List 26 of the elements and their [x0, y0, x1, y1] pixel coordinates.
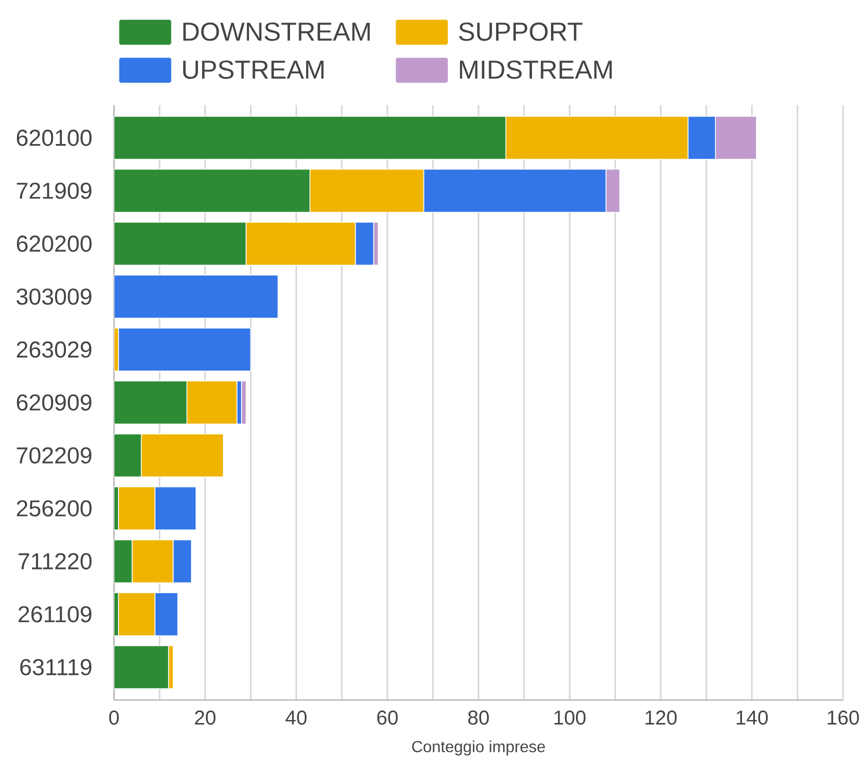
y-tick-label: 303009	[16, 288, 92, 305]
y-tick-label: 711220	[18, 553, 92, 570]
x-tick-label: 160	[828, 710, 859, 725]
legend-label: MIDSTREAM	[460, 60, 612, 79]
x-tick-label: 120	[646, 710, 677, 725]
y-tick-label: 263029	[16, 341, 92, 358]
y-tick-label: 702209	[16, 447, 92, 464]
x-tick-label: 100	[554, 710, 586, 725]
y-tick-label: 620200	[16, 236, 92, 252]
y-tick-label: 620909	[16, 394, 92, 411]
y-tick-label: 620100	[16, 130, 92, 146]
x-tick-label: 20	[195, 710, 216, 725]
x-tick-label: 80	[468, 710, 489, 725]
y-tick-label: 256200	[16, 500, 92, 517]
x-tick-label: 140	[736, 710, 768, 725]
legend-label: DOWNSTREAM	[183, 22, 370, 41]
legend-label: UPSTREAM	[183, 60, 324, 79]
x-axis-title: Conteggio imprese	[412, 740, 545, 756]
bar	[118, 328, 252, 372]
legend-label: SUPPORT	[459, 22, 582, 41]
x-tick-label: 0	[109, 710, 119, 725]
y-tick-label: 631119	[20, 659, 92, 676]
x-tick-label: 40	[286, 710, 307, 725]
x-tick-label: 60	[377, 710, 398, 725]
y-tick-label: 721909	[16, 182, 92, 199]
y-tick-label: 261109	[18, 606, 92, 622]
